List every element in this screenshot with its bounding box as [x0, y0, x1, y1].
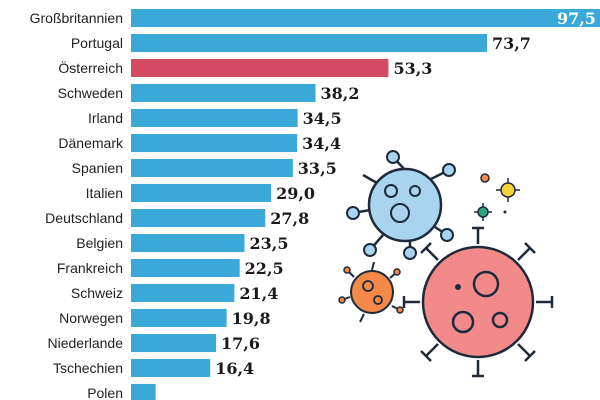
- category-label: Schweiz: [71, 285, 123, 301]
- value-label: 22,5: [245, 259, 284, 278]
- value-label: 21,4: [239, 284, 278, 303]
- category-label: Tschechien: [53, 360, 123, 376]
- value-label: 38,2: [321, 84, 360, 103]
- category-label: Portugal: [71, 35, 123, 51]
- virus-small-green-icon: [474, 203, 492, 221]
- category-label: Österreich: [58, 59, 123, 76]
- bar: [131, 209, 266, 227]
- category-label: Dänemark: [58, 135, 124, 151]
- value-label: 19,8: [232, 309, 271, 328]
- category-label: Polen: [87, 385, 123, 400]
- bar: [131, 159, 293, 177]
- bar: [131, 234, 245, 252]
- category-label: Frankreich: [57, 260, 123, 276]
- bar: [131, 359, 211, 377]
- virus-blue-icon: [346, 150, 456, 260]
- value-label: 29,0: [276, 184, 315, 203]
- value-label: 23,5: [250, 234, 289, 253]
- bar: [131, 134, 298, 152]
- bar: [131, 59, 389, 77]
- value-label: 16,4: [215, 359, 254, 378]
- virus-orange-icon: [338, 261, 404, 323]
- virus-small-orange-icon: [480, 173, 490, 183]
- value-label: 17,6: [221, 334, 260, 353]
- bar: [131, 84, 316, 102]
- category-label: Italien: [86, 185, 123, 201]
- value-label: 34,5: [303, 109, 342, 128]
- bar: [131, 9, 600, 27]
- bar: [131, 309, 227, 327]
- bar: [131, 284, 235, 302]
- value-label: 34,4: [302, 134, 341, 153]
- bar: [131, 334, 217, 352]
- category-label: Norwegen: [59, 310, 123, 326]
- category-label: Großbritannien: [30, 10, 123, 26]
- bar: [131, 259, 240, 277]
- virus-small-yellow-icon: [496, 178, 520, 202]
- value-label: 27,8: [270, 209, 309, 228]
- bar: [131, 109, 298, 127]
- value-label: 33,5: [298, 159, 337, 178]
- bar: [131, 384, 156, 400]
- bar: [131, 34, 487, 52]
- virus-red-icon: [402, 226, 554, 378]
- category-label: Schweden: [58, 85, 123, 101]
- value-label: 97,5: [557, 9, 596, 28]
- value-label: 73,7: [492, 34, 531, 53]
- category-label: Belgien: [76, 235, 123, 251]
- category-label: Deutschland: [45, 210, 123, 226]
- bar: [131, 184, 272, 202]
- dot-decoration: [503, 210, 507, 214]
- bars-layer: Großbritannien 97,5 Portugal 73,7 Österreich…: [30, 9, 600, 400]
- category-label: Irland: [88, 110, 123, 126]
- value-label: 53,3: [393, 59, 432, 78]
- category-label: Niederlande: [48, 335, 124, 351]
- category-label: Spanien: [72, 160, 123, 176]
